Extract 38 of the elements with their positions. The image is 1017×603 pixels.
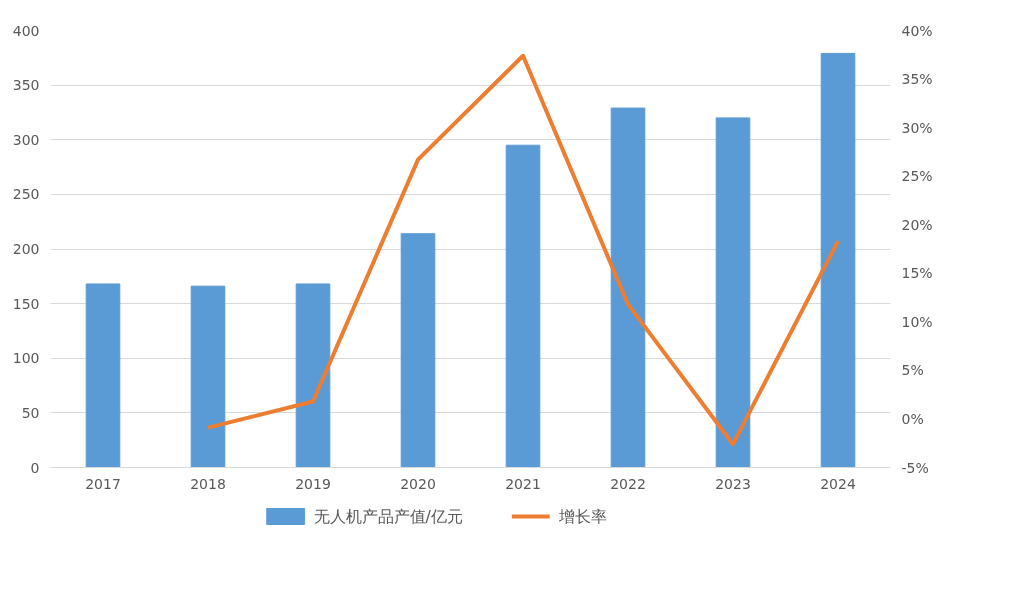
y2-tick-label: 20% (901, 216, 933, 233)
y2-tick-label: 0% (901, 410, 924, 427)
y2-tick-label: -5% (901, 459, 929, 476)
y-tick-label: 350 (12, 77, 40, 94)
y-tick-label: 50 (21, 404, 40, 421)
y2-tick-label: 30% (901, 119, 933, 136)
bar (85, 283, 121, 468)
y2-tick-label: 10% (901, 313, 933, 330)
y-tick-label: 100 (12, 350, 40, 367)
bar (820, 52, 856, 468)
x-tick-label: 2018 (190, 475, 226, 492)
x-tick-label: 2024 (820, 475, 856, 492)
y-tick-label: 200 (12, 241, 40, 257)
y-tick-label: 150 (12, 295, 40, 312)
y2-tick-label: 35% (901, 71, 933, 88)
bar (190, 285, 226, 468)
y2-tick-label: 25% (901, 168, 933, 185)
x-tick-label: 2022 (610, 475, 646, 492)
bar (295, 283, 331, 468)
y2-tick-label: 40% (901, 22, 933, 39)
y-tick-label: 400 (12, 22, 40, 39)
legend-label: 增长率 (557, 507, 607, 526)
x-tick-label: 2020 (400, 475, 436, 492)
x-tick-label: 2023 (715, 475, 751, 492)
bar (505, 144, 541, 468)
x-tick-label: 2019 (295, 475, 331, 492)
y2-tick-label: 5% (901, 362, 924, 379)
y2-tick-label: 15% (901, 265, 933, 282)
bar (610, 107, 646, 468)
y-tick-label: 0 (30, 459, 40, 476)
y-tick-label: 300 (12, 131, 40, 148)
bar (400, 233, 436, 468)
x-tick-label: 2017 (85, 475, 121, 492)
y-tick-label: 250 (12, 186, 40, 203)
x-tick-label: 2021 (505, 475, 541, 492)
bar (715, 117, 751, 468)
line-series (206, 53, 840, 447)
legend-label: 无人机产品产值/亿元 (313, 507, 463, 526)
